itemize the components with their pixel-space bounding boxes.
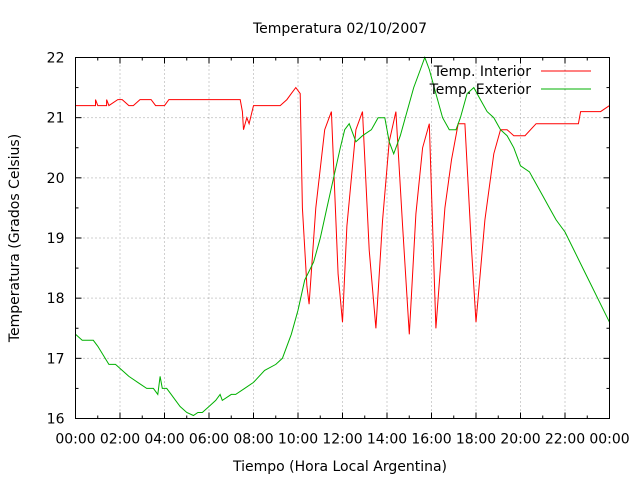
x-axis-label: Tiempo (Hora Local Argentina) (232, 459, 447, 475)
x-tick-label: 10:00 (278, 432, 318, 448)
y-tick-label: 20 (47, 171, 65, 187)
data-series (75, 56, 610, 417)
y-axis-tick-labels: 16 17 18 19 20 21 22 (47, 51, 65, 428)
x-tick-label: 00:00 (55, 432, 95, 448)
x-tick-label: 12:00 (322, 432, 362, 448)
series-line-temp-exterior (75, 56, 610, 417)
y-tick-label: 17 (47, 351, 65, 367)
x-tick-label: 06:00 (189, 432, 229, 448)
y-tick-label: 18 (47, 291, 65, 307)
x-tick-label: 04:00 (144, 432, 184, 448)
x-axis-tick-labels: 00:00 02:00 04:00 06:00 08:00 10:00 12:00 14:00… (55, 432, 629, 448)
legend-label-temp-interior: Temp. Interior (433, 64, 532, 80)
x-tick-label: 18:00 (456, 432, 496, 448)
y-tick-label: 19 (47, 231, 65, 247)
plot-frame (75, 57, 610, 419)
grid-lines (75, 57, 610, 419)
y-tick-label: 21 (47, 111, 65, 127)
x-tick-label: 20:00 (500, 432, 540, 448)
x-tick-label: 00:00 (589, 432, 629, 448)
x-tick-label: 16:00 (411, 432, 451, 448)
y-axis-label: Temperatura (Grados Celsius) (7, 134, 23, 343)
legend: Temp. Interior Temp. Exterior (429, 64, 591, 98)
x-tick-label: 08:00 (233, 432, 273, 448)
y-tick-label: 16 (47, 412, 65, 428)
x-tick-label: 02:00 (100, 432, 140, 448)
x-tick-label: 22:00 (545, 432, 585, 448)
x-tick-label: 14:00 (367, 432, 407, 448)
legend-label-temp-exterior: Temp. Exterior (429, 82, 532, 98)
chart-title: Temperatura 02/10/2007 (252, 21, 427, 37)
series-line-temp-interior (75, 86, 610, 335)
y-tick-label: 22 (47, 51, 65, 67)
